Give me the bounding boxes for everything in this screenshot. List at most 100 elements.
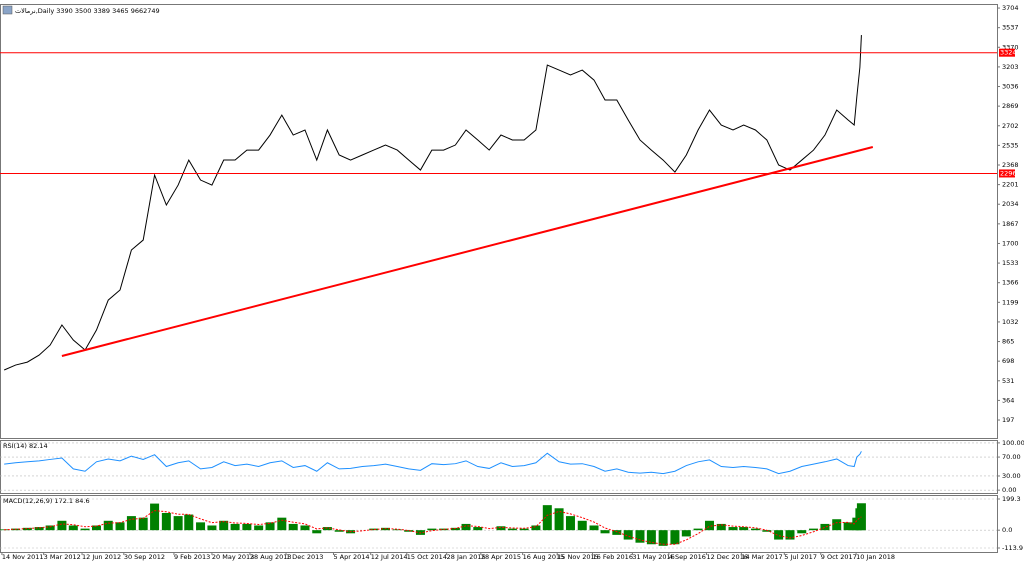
histogram-bar xyxy=(670,530,680,545)
histogram-bar xyxy=(173,516,183,531)
histogram-bar xyxy=(68,525,78,531)
y-tick-label: 2034 xyxy=(1002,200,1019,208)
x-tick-label: 10 Jan 2018 xyxy=(856,553,895,561)
histogram-bar xyxy=(531,525,541,531)
y-tick-label: 364 xyxy=(1002,396,1014,404)
histogram-bar xyxy=(589,525,599,531)
macd-title: MACD(12,26,9) 172.1 84.6 xyxy=(3,497,90,505)
histogram-bar xyxy=(369,528,379,531)
histogram-bar xyxy=(150,503,160,531)
histogram-bar xyxy=(277,517,287,531)
histogram-bar xyxy=(704,520,714,531)
y-tick-label: 1199 xyxy=(1002,298,1019,306)
y-tick-label: 2368 xyxy=(1002,161,1019,169)
x-tick-label: 9 Feb 2013 xyxy=(174,553,210,561)
histogram-bar xyxy=(693,528,703,531)
chart-title: نرمالات,Daily 3390 3500 3389 3465 966274… xyxy=(15,7,160,15)
y-tick-label: 2869 xyxy=(1002,102,1019,110)
histogram-bar xyxy=(103,520,113,531)
y-tick-label: 70.00 xyxy=(1002,453,1021,461)
histogram-bar xyxy=(219,520,229,531)
histogram-bar xyxy=(322,527,332,531)
histogram-bar xyxy=(57,520,67,531)
histogram-bar xyxy=(832,519,842,531)
price-label-box xyxy=(999,48,1015,57)
x-tick-label: 31 May 2016 xyxy=(632,553,674,561)
x-tick-label: 5 Apr 2014 xyxy=(333,553,369,561)
rsi-title: RSI(14) 82.14 xyxy=(3,442,48,450)
x-tick-label: 9 Oct 2017 xyxy=(821,553,857,561)
x-tick-label: 12 Dec 2016 xyxy=(706,553,748,561)
histogram-bar xyxy=(126,516,136,531)
x-tick-label: 12 Jun 2012 xyxy=(82,553,121,561)
x-tick-label: 16 Aug 2015 xyxy=(523,553,565,561)
histogram-bar xyxy=(750,528,760,531)
histogram-bar xyxy=(392,529,402,531)
histogram-bar xyxy=(473,527,483,531)
y-tick-label: 2535 xyxy=(1002,141,1019,149)
x-tick-label: 16 Feb 2016 xyxy=(593,553,633,561)
x-tick-label: 1 Dec 2013 xyxy=(286,553,323,561)
histogram-bar xyxy=(184,514,194,531)
x-tick-label: 3 Mar 2012 xyxy=(44,553,81,561)
x-tick-label: 14 Nov 2011 xyxy=(2,553,44,561)
histogram-bar xyxy=(80,528,90,531)
x-tick-label: 15 Nov 2015 xyxy=(557,553,599,561)
histogram-bar xyxy=(207,525,217,531)
x-tick-label: 15 Oct 2014 xyxy=(407,553,447,561)
y-tick-label: 865 xyxy=(1002,338,1014,346)
price-panel xyxy=(0,4,998,439)
price-label: 3324 xyxy=(1000,49,1017,57)
histogram-bar xyxy=(404,530,414,532)
histogram-bar xyxy=(565,516,575,531)
histogram-bar xyxy=(230,523,240,531)
y-tick-label: 30.00 xyxy=(1002,472,1021,480)
histogram-bar xyxy=(785,530,795,540)
x-tick-label: 12 Jul 2014 xyxy=(371,553,408,561)
histogram-bar xyxy=(334,530,344,532)
price-label: 2296 xyxy=(1000,169,1017,177)
x-tick-label: 5 Jul 2017 xyxy=(784,553,817,561)
histogram-bar xyxy=(450,527,460,531)
histogram-bar xyxy=(542,505,552,531)
y-tick-label: 2201 xyxy=(1002,181,1019,189)
histogram-bar xyxy=(138,517,148,531)
y-tick-label: 197 xyxy=(1002,416,1014,424)
histogram-bar xyxy=(635,530,645,543)
y-tick-label: 698 xyxy=(1002,357,1014,365)
histogram-bar xyxy=(507,528,517,531)
histogram-bar xyxy=(716,523,726,531)
y-tick-label: 1032 xyxy=(1002,318,1019,326)
histogram-bar xyxy=(658,530,668,546)
y-tick-label: 1533 xyxy=(1002,259,1019,267)
histogram-bar xyxy=(843,522,853,531)
histogram-bar xyxy=(288,523,298,531)
x-tick-label: 28 Aug 2013 xyxy=(250,553,292,561)
histogram-bar xyxy=(254,525,264,531)
y-tick-label: 100.00 xyxy=(1002,439,1024,447)
histogram-bar xyxy=(856,503,866,531)
x-tick-label: 4 Sep 2016 xyxy=(669,553,706,561)
rsi-panel xyxy=(0,440,998,494)
y-tick-label: 3036 xyxy=(1002,83,1019,91)
series-line xyxy=(4,451,862,475)
y-tick-label: 0.00 xyxy=(1002,486,1016,494)
macd-panel xyxy=(0,495,998,553)
y-tick-label: 1867 xyxy=(1002,220,1019,228)
histogram-bar xyxy=(91,525,101,531)
histogram-bar xyxy=(496,526,506,531)
histogram-bar xyxy=(774,530,784,540)
histogram-bar xyxy=(312,530,322,534)
histogram-bar xyxy=(519,528,529,531)
histogram-bar xyxy=(196,522,206,531)
histogram-bar xyxy=(728,527,738,531)
histogram-bar xyxy=(600,530,610,534)
y-tick-label: 2702 xyxy=(1002,122,1019,130)
histogram-bar xyxy=(300,525,310,531)
histogram-bar xyxy=(797,530,807,534)
symbol-icon xyxy=(2,5,13,15)
histogram-bar xyxy=(739,527,749,531)
y-tick-label: 1366 xyxy=(1002,279,1019,287)
histogram-bar xyxy=(265,522,275,531)
